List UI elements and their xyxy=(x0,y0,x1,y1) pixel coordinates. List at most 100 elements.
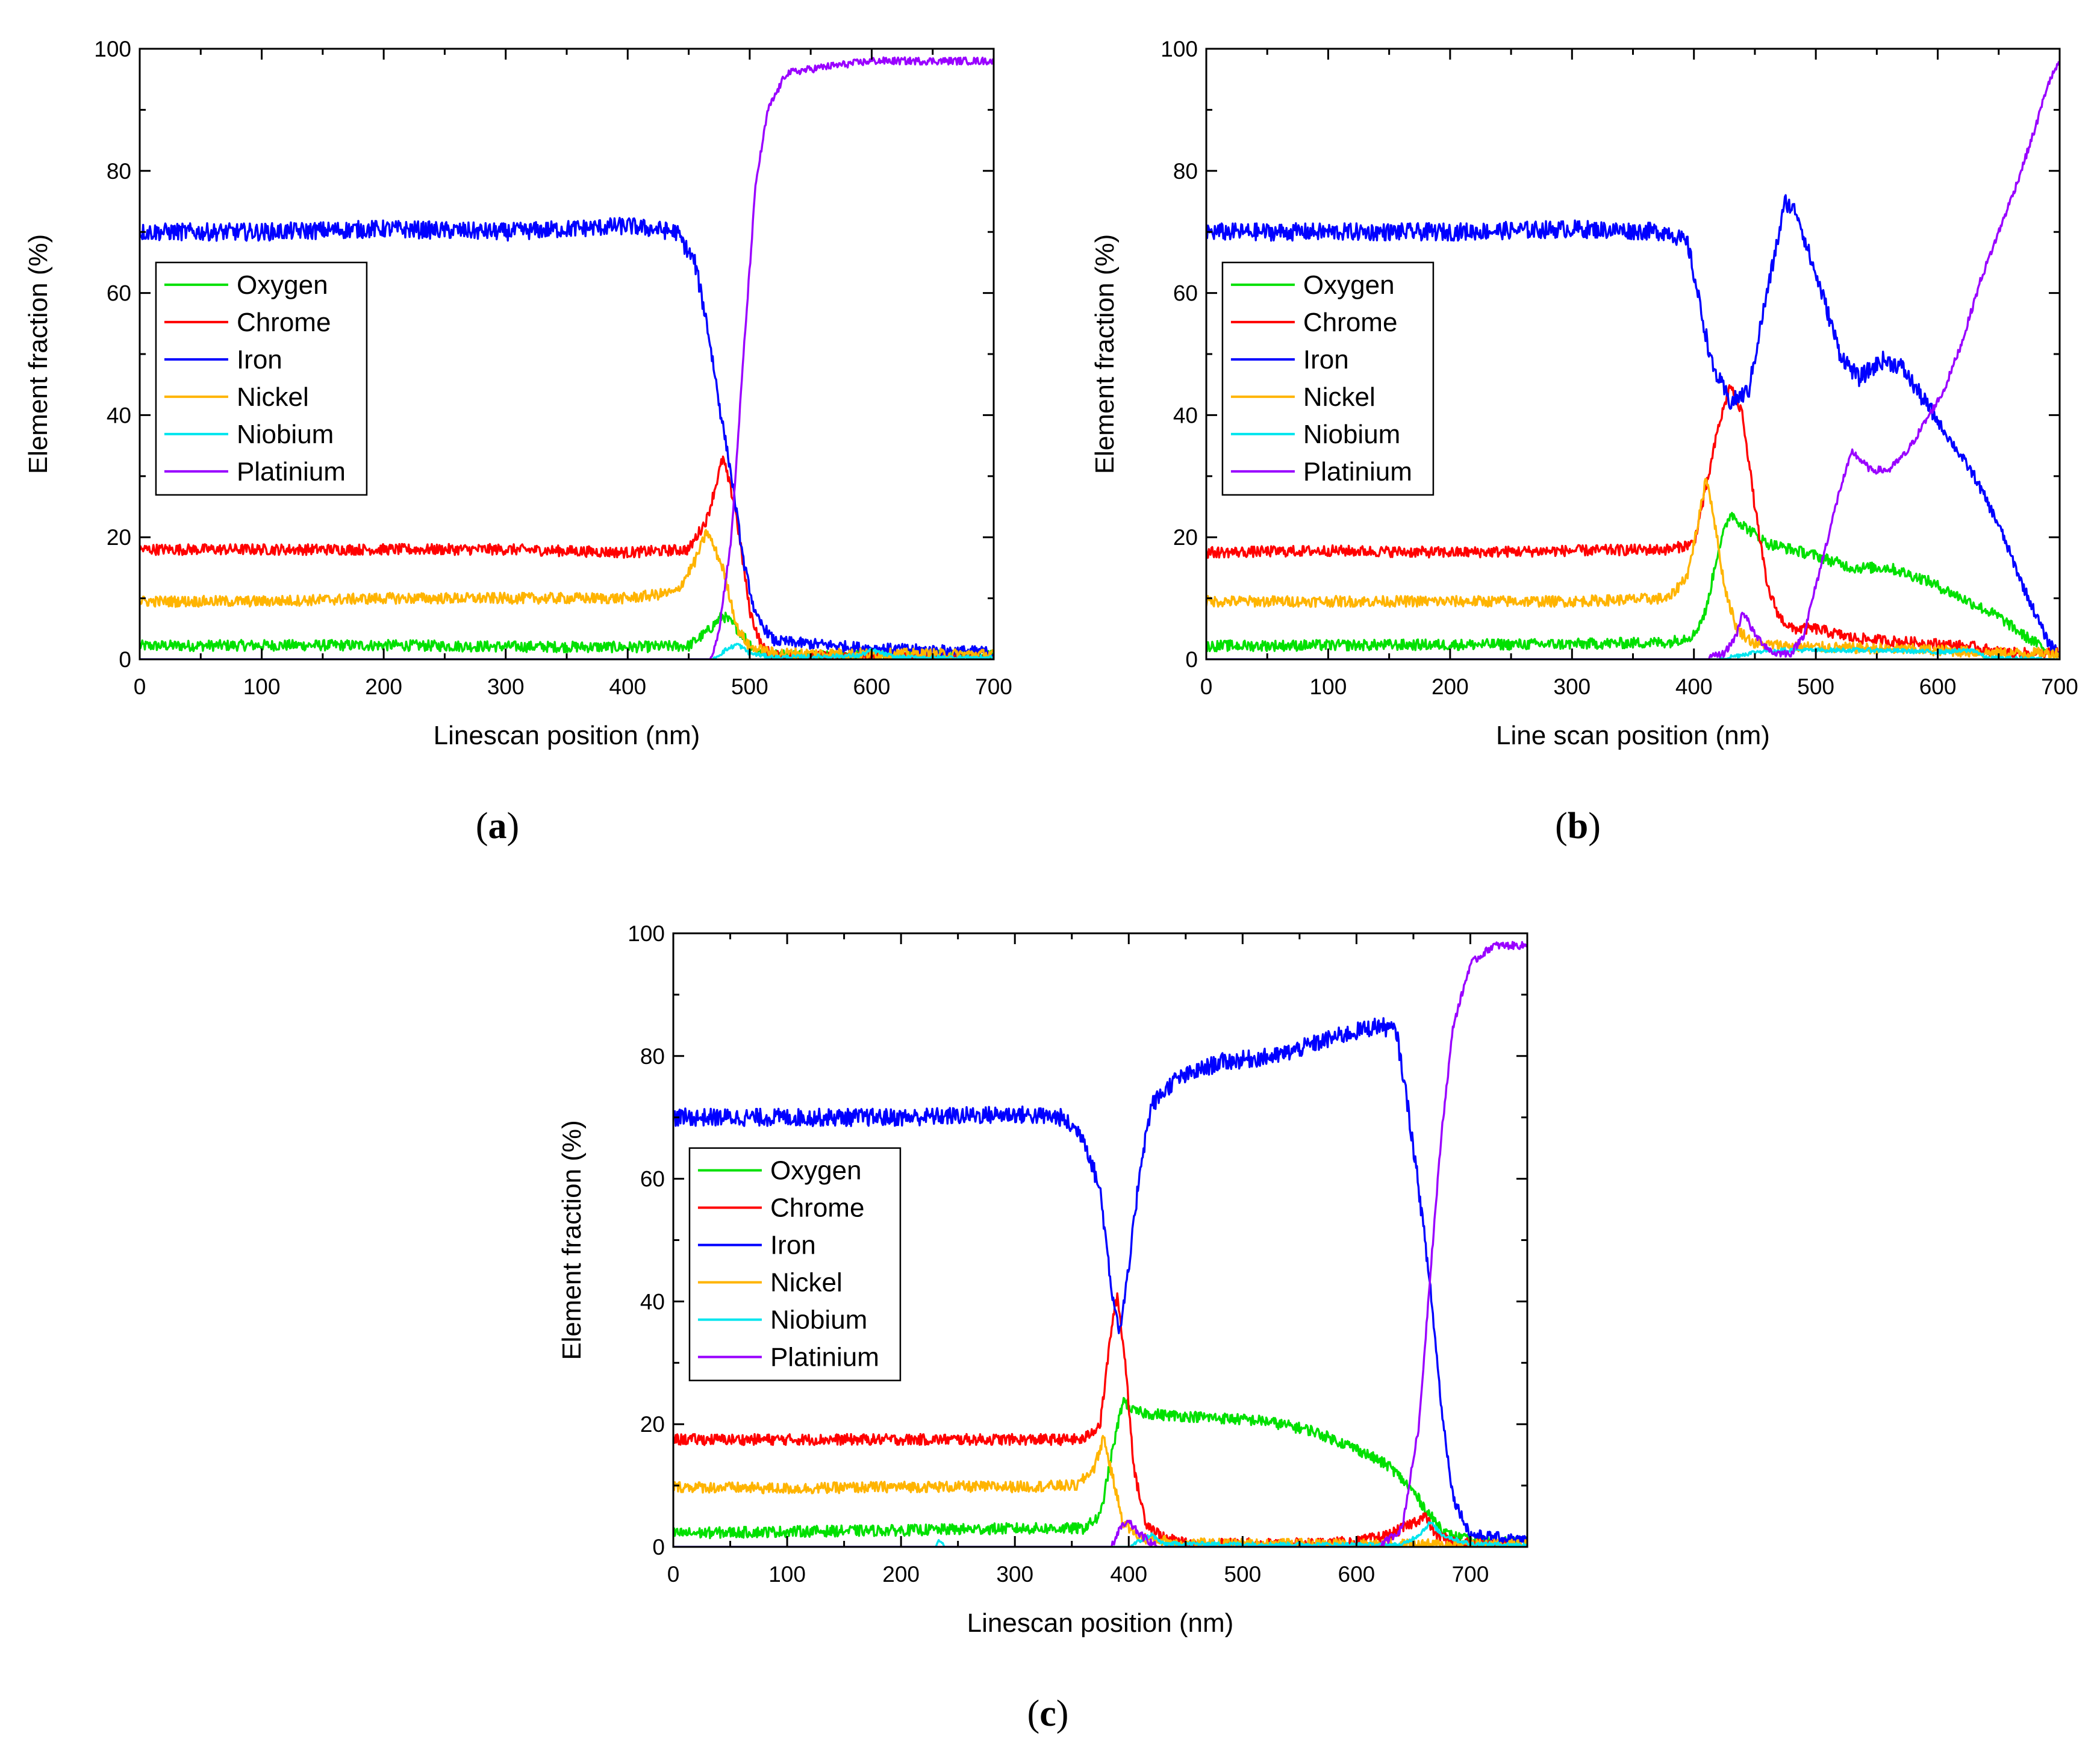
x-tick-label: 100 xyxy=(1310,674,1347,699)
y-tick-label: 80 xyxy=(640,1044,665,1069)
series-line-iron xyxy=(140,217,994,659)
series-line-chrome xyxy=(1206,384,2060,659)
legend-box xyxy=(688,1147,902,1381)
x-axis-label: Linescan position (nm) xyxy=(434,721,700,750)
x-tick-label: 400 xyxy=(609,674,646,699)
y-tick-label: 40 xyxy=(107,403,131,428)
x-tick-label: 0 xyxy=(667,1562,680,1587)
y-tick-label: 100 xyxy=(94,37,131,61)
x-tick-label: 400 xyxy=(1675,674,1713,699)
x-tick-label: 700 xyxy=(975,674,1012,699)
x-tick-label: 600 xyxy=(853,674,891,699)
y-tick-label: 20 xyxy=(107,525,131,550)
x-tick-label: 700 xyxy=(1452,1562,1489,1587)
series-line-oxygen xyxy=(1206,512,2059,658)
x-tick-label: 500 xyxy=(1224,1562,1261,1587)
legend-label-niobium: Niobium xyxy=(770,1305,867,1335)
panel-caption-open: ( xyxy=(1555,806,1568,847)
legend-box xyxy=(155,261,368,496)
panel-c: 0 100 200 300 400 500 600 700 0 20 40 60 80 100 Linesc… xyxy=(557,921,1528,1734)
panel-a: 0 100 200 300 400 500 600 700 0 20 40 60 80 100 Linesc… xyxy=(23,37,1012,847)
series-line-iron xyxy=(673,1017,1527,1546)
y-tick-label: 0 xyxy=(119,647,131,672)
x-tick-label: 300 xyxy=(487,674,525,699)
x-tick-label: 400 xyxy=(1110,1562,1147,1587)
legend-label-niobium: Niobium xyxy=(1303,420,1400,449)
x-tick-label: 200 xyxy=(365,674,402,699)
series-line-iron xyxy=(1206,194,2060,656)
panel-caption-letter: c xyxy=(1039,1693,1056,1734)
series-group xyxy=(1206,61,2060,659)
series-line-nickel xyxy=(1206,477,2060,659)
x-tick-label: 600 xyxy=(1919,674,1957,699)
x-tick-label: 500 xyxy=(731,674,768,699)
series-line-oxygen xyxy=(673,1397,1527,1547)
series-line-niobium xyxy=(140,642,994,659)
legend-label-niobium: Niobium xyxy=(237,420,334,449)
y-axis-label: Element fraction (%) xyxy=(1090,234,1120,474)
x-axis-label: Line scan position (nm) xyxy=(1496,721,1770,750)
legend-label-nickel: Nickel xyxy=(770,1268,843,1298)
y-axis-label: Element fraction (%) xyxy=(23,234,53,474)
x-tick-label: 100 xyxy=(243,674,281,699)
legend: Oxygen Chrome Iron Nickel Niobium Platinium xyxy=(155,261,368,496)
y-tick-label: 80 xyxy=(1173,159,1198,184)
series-line-niobium xyxy=(1206,647,2059,659)
panel-caption: (c) xyxy=(1027,1693,1069,1734)
y-tick-label: 60 xyxy=(107,281,131,306)
legend-label-iron: Iron xyxy=(1303,345,1349,375)
legend-label-chrome: Chrome xyxy=(237,308,331,337)
y-tick-label: 20 xyxy=(640,1412,665,1437)
y-tick-label: 40 xyxy=(640,1289,665,1314)
y-tick-label: 40 xyxy=(1173,403,1198,428)
x-tick-label: 100 xyxy=(768,1562,806,1587)
panel-caption-open: ( xyxy=(1027,1693,1040,1734)
x-tick-label: 200 xyxy=(1432,674,1469,699)
panel-caption: (a) xyxy=(476,806,519,847)
series-line-platinium xyxy=(673,941,1527,1547)
legend-label-platinium: Platinium xyxy=(770,1343,879,1372)
x-tick-label: 600 xyxy=(1338,1562,1376,1587)
legend-label-platinium: Platinium xyxy=(1303,457,1412,487)
series-line-chrome xyxy=(673,1292,1527,1547)
y-axis-label: Element fraction (%) xyxy=(557,1120,587,1360)
series-group xyxy=(673,941,1527,1547)
y-tick-label: 20 xyxy=(1173,525,1198,550)
panel-b: 0 100 200 300 400 500 600 700 0 20 40 60 80 100 Line s… xyxy=(1090,37,2078,847)
y-tick-label: 80 xyxy=(107,159,131,184)
y-tick-label: 60 xyxy=(1173,281,1198,306)
x-tick-label: 0 xyxy=(134,674,146,699)
legend-box xyxy=(1221,261,1435,496)
series-line-platinium xyxy=(1206,61,2060,659)
legend-label-nickel: Nickel xyxy=(237,382,309,412)
legend-label-oxygen: Oxygen xyxy=(770,1156,862,1186)
x-tick-label: 300 xyxy=(996,1562,1033,1587)
legend-label-iron: Iron xyxy=(770,1231,816,1260)
panel-caption-letter: a xyxy=(488,806,507,847)
x-tick-label: 700 xyxy=(2041,674,2078,699)
legend: Oxygen Chrome Iron Nickel Niobium Platinium xyxy=(1221,261,1435,496)
legend-label-oxygen: Oxygen xyxy=(237,270,328,300)
y-tick-label: 100 xyxy=(1161,37,1198,61)
legend-label-oxygen: Oxygen xyxy=(1303,270,1395,300)
y-tick-label: 60 xyxy=(640,1167,665,1192)
series-line-nickel xyxy=(140,529,994,659)
panel-caption-close: ) xyxy=(1056,1693,1069,1734)
x-tick-label: 300 xyxy=(1553,674,1591,699)
y-tick-label: 0 xyxy=(1185,647,1198,672)
series-line-platinium xyxy=(140,56,994,659)
legend-label-platinium: Platinium xyxy=(237,457,346,487)
y-tick-label: 100 xyxy=(628,921,665,946)
panel-caption-open: ( xyxy=(476,806,488,847)
legend-label-iron: Iron xyxy=(237,345,282,375)
panel-caption: (b) xyxy=(1555,806,1601,847)
legend-label-chrome: Chrome xyxy=(770,1193,865,1223)
x-tick-label: 500 xyxy=(1797,674,1834,699)
panel-caption-close: ) xyxy=(507,806,520,847)
legend: Oxygen Chrome Iron Nickel Niobium Platinium xyxy=(688,1147,902,1381)
legend-label-nickel: Nickel xyxy=(1303,382,1376,412)
x-tick-label: 200 xyxy=(882,1562,920,1587)
panel-caption-close: ) xyxy=(1588,806,1601,847)
legend-label-chrome: Chrome xyxy=(1303,308,1398,337)
